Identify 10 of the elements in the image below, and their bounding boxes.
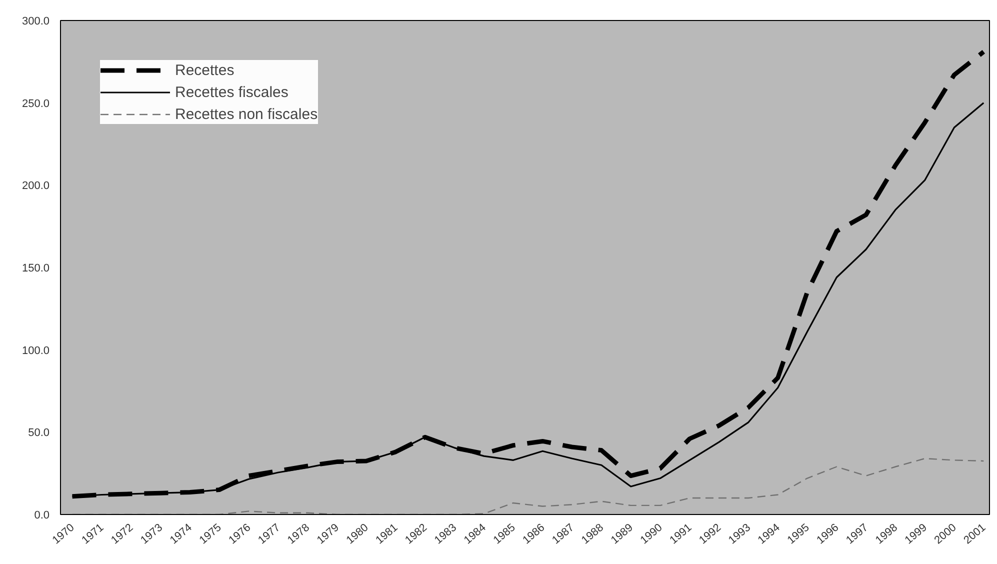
y-tick-label: 300.0: [22, 16, 50, 28]
y-tick-label: 150.0: [22, 262, 50, 274]
legend-label: Recettes non fiscales: [175, 106, 318, 122]
y-tick-label: 0.0: [34, 510, 50, 522]
y-tick-label: 100.0: [22, 344, 50, 357]
y-tick-label: 200.0: [22, 180, 50, 192]
y-tick-label: 50.0: [28, 427, 50, 440]
legend-label: Recettes: [175, 62, 234, 78]
y-tick-label: 250.0: [22, 98, 50, 110]
legend-label: Recettes fiscales: [175, 84, 288, 100]
